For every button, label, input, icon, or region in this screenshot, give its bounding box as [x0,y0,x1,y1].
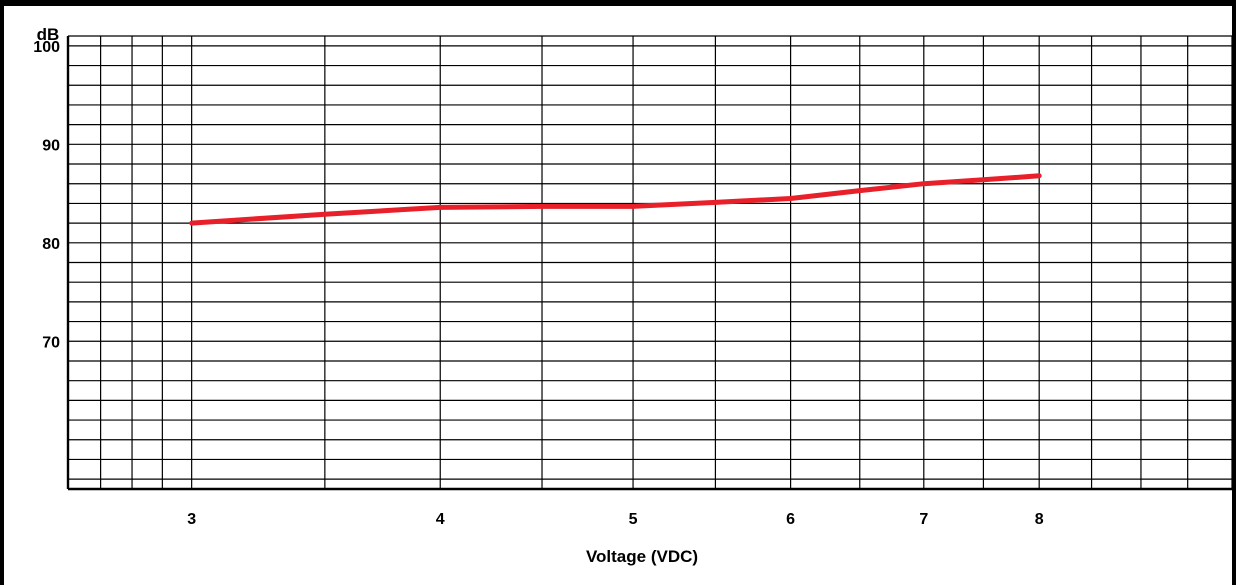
series-line [189,173,1042,226]
x-tick-label: 7 [919,511,928,528]
y-tick-label: 100 [33,39,60,56]
y-tick-label: 80 [42,236,60,253]
x-tick-label: 6 [786,511,795,528]
horizontal-gridlines [68,35,1232,480]
y-tick-label: 70 [42,334,60,351]
x-tick-labels: 3 4 5 6 7 8 [187,511,1044,528]
x-tick-label: 4 [436,511,445,528]
x-tick-label: 8 [1035,511,1044,528]
plot-axes [66,36,1233,491]
x-tick-label: 5 [629,511,638,528]
y-tick-label: 90 [42,137,60,154]
series-group [189,173,1042,226]
x-tick-label: 3 [187,511,196,528]
y-tick-labels: 100 90 80 70 [33,39,60,351]
x-axis-label: Voltage (VDC) [586,547,698,566]
y-axis-label: dB [37,25,60,44]
